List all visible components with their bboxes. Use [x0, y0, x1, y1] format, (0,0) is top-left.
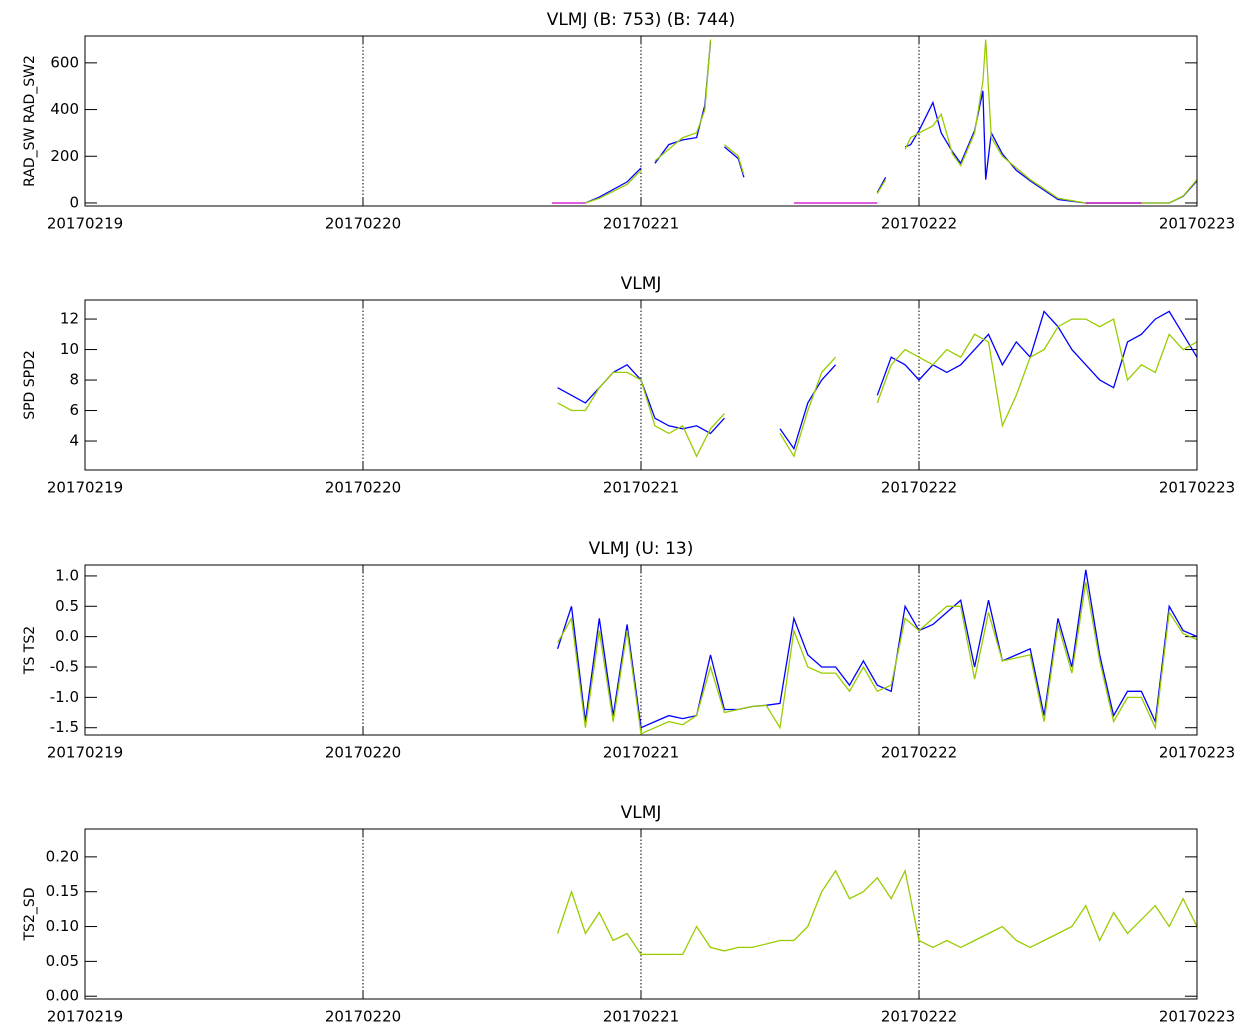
y-tick-label: 200 [50, 147, 79, 165]
x-tick-label: 20170223 [1159, 215, 1235, 233]
y-tick-label: -1.0 [50, 688, 79, 706]
x-tick-label: 20170223 [1159, 479, 1235, 497]
y-tick-label: -1.5 [50, 718, 79, 736]
data-line [556, 569, 1197, 729]
x-tick-label: 20170223 [1159, 1008, 1235, 1026]
x-tick-label: 20170221 [603, 479, 679, 497]
x-tick-label: 20170220 [325, 744, 401, 762]
x-tick-label: 20170219 [47, 215, 123, 233]
x-tick-label: 20170221 [603, 215, 679, 233]
x-tick-label: 20170220 [325, 215, 401, 233]
x-tick-label: 20170219 [47, 744, 123, 762]
y-axis-label: RAD_SW RAD_SW2 [22, 55, 38, 187]
x-tick-label: 20170222 [881, 1008, 957, 1026]
y-tick-label: 0.15 [46, 882, 79, 900]
data-line [585, 39, 1197, 204]
plot-frame [84, 35, 1198, 207]
x-tick-label: 20170221 [603, 744, 679, 762]
y-tick-label: 6 [69, 401, 79, 419]
y-tick-label: 600 [50, 53, 79, 71]
y-tick-label: 400 [50, 100, 79, 118]
panel-title: VLMJ (U: 13) [589, 539, 694, 559]
y-axis-label: TS2_SD [22, 887, 38, 941]
y-axis-label: TS TS2 [22, 626, 38, 675]
x-tick-label: 20170222 [881, 744, 957, 762]
data-line [585, 41, 1197, 204]
y-tick-label: 0.10 [46, 917, 79, 935]
x-tick-label: 20170222 [881, 479, 957, 497]
y-tick-label: 0.00 [46, 987, 79, 1005]
x-tick-label: 20170221 [603, 1008, 679, 1026]
x-tick-label: 20170219 [47, 1008, 123, 1026]
data-line [557, 318, 1197, 458]
panel-title: VLMJ [621, 803, 662, 823]
x-tick-label: 20170222 [881, 215, 957, 233]
y-tick-label: -0.5 [50, 658, 79, 676]
y-tick-label: 10 [60, 340, 79, 358]
y-tick-label: 4 [69, 432, 79, 450]
y-tick-label: 12 [60, 310, 79, 328]
plot-frame [84, 299, 1198, 471]
plot-frame [84, 828, 1198, 1000]
panel-title: VLMJ [621, 274, 662, 294]
y-tick-label: 0 [69, 193, 79, 211]
x-tick-label: 20170223 [1159, 744, 1235, 762]
y-tick-label: 0.05 [46, 952, 79, 970]
x-tick-label: 20170220 [325, 479, 401, 497]
y-tick-label: 8 [69, 371, 79, 389]
data-line [557, 310, 1197, 451]
y-tick-label: 0.20 [46, 847, 79, 865]
data-line [556, 868, 1197, 956]
x-tick-label: 20170220 [325, 1008, 401, 1026]
panel-title: VLMJ (B: 753) (B: 744) [547, 10, 736, 30]
plot-frame [84, 564, 1198, 736]
y-tick-label: 1.0 [55, 566, 79, 584]
data-line [557, 581, 1197, 735]
y-tick-label: 0.0 [55, 627, 79, 645]
x-tick-label: 20170219 [47, 479, 123, 497]
y-axis-label: SPD SPD2 [22, 350, 38, 420]
y-tick-label: 0.5 [55, 597, 79, 615]
